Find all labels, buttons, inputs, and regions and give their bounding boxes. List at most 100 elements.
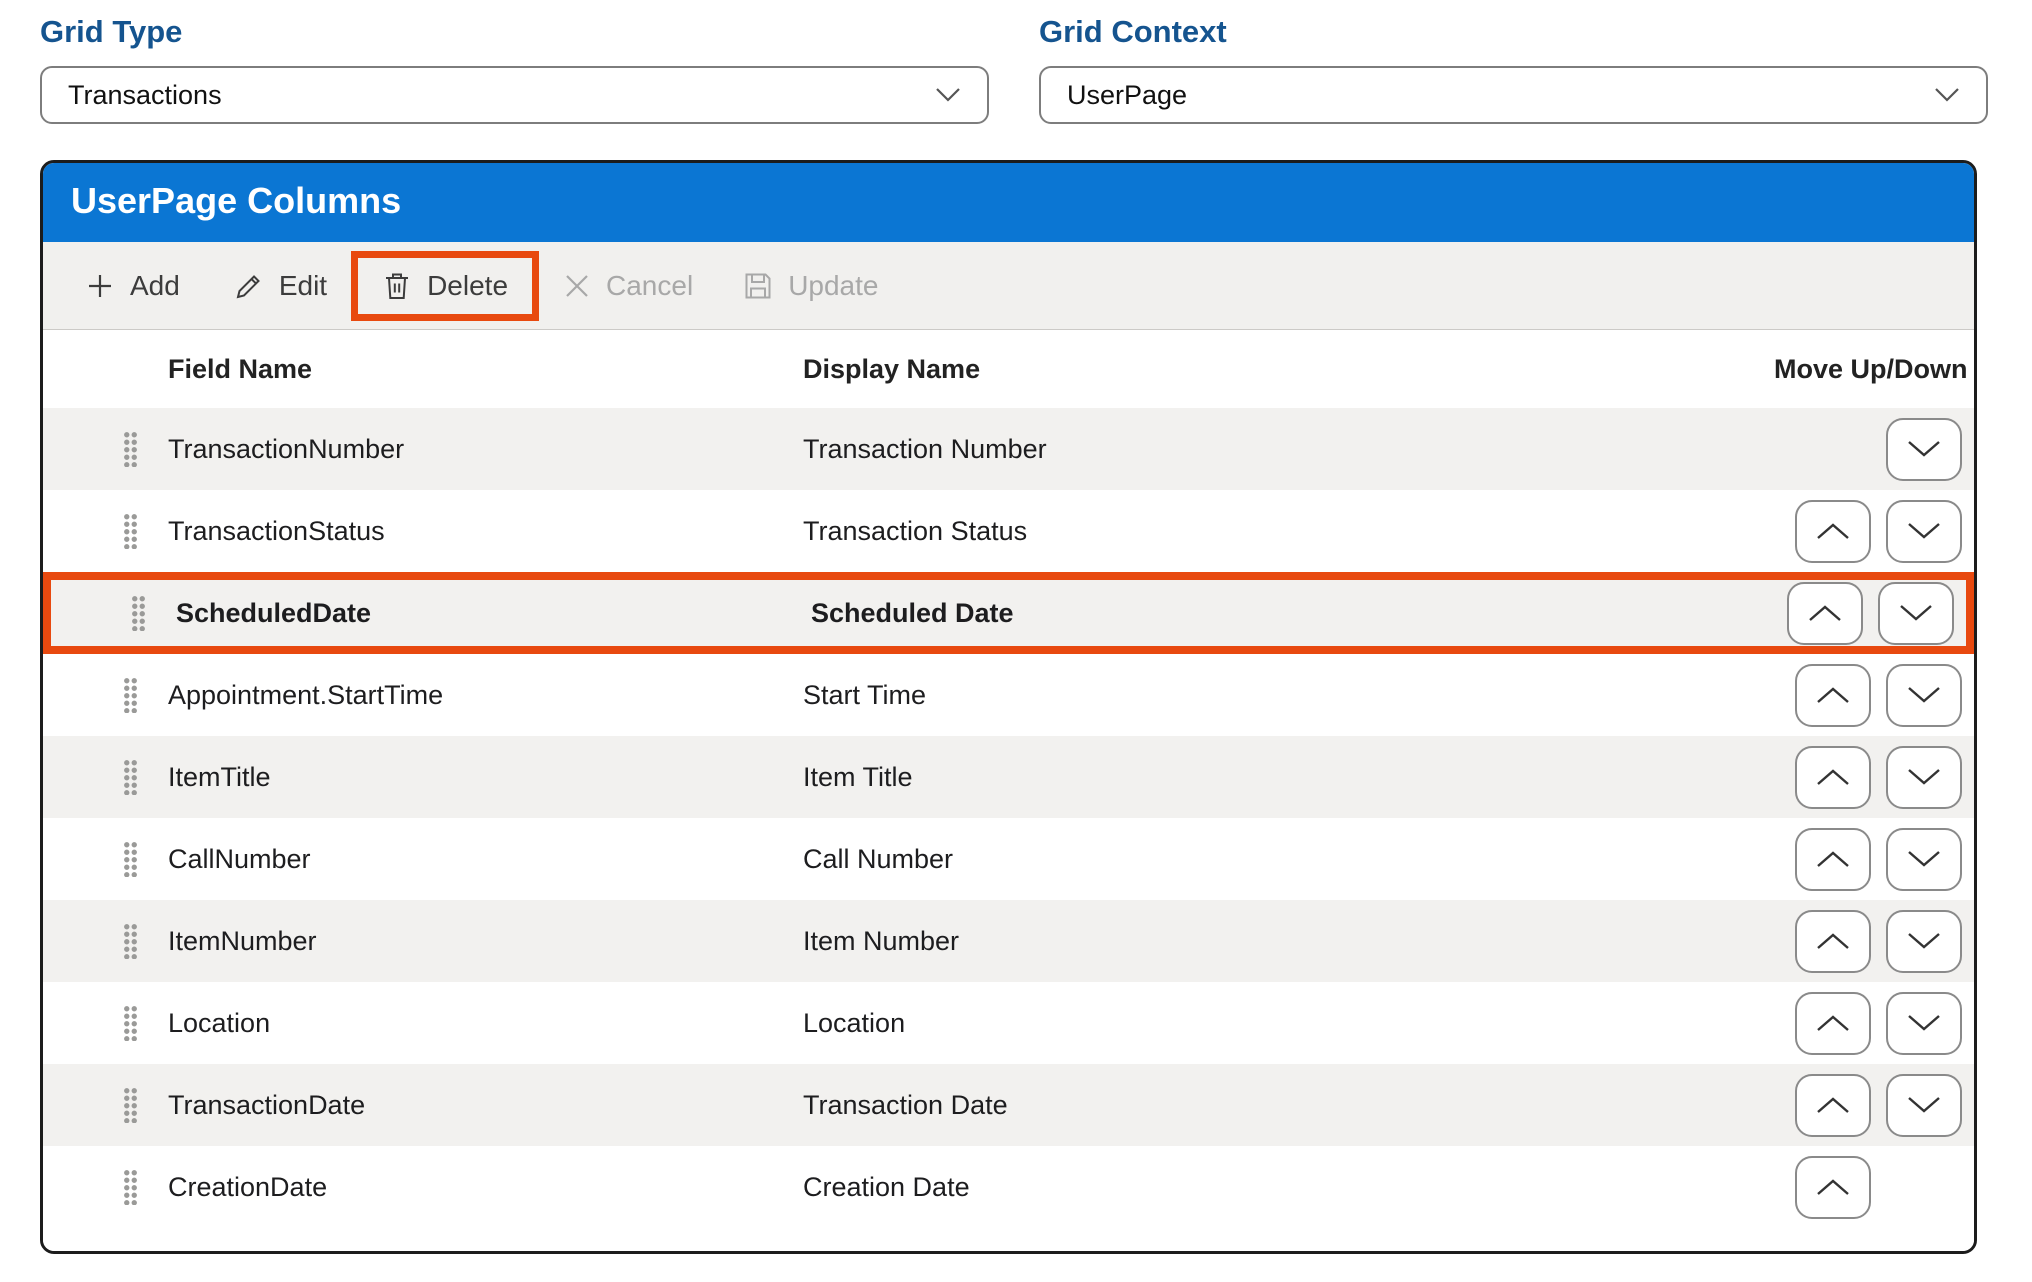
- drag-dots-icon[interactable]: [123, 677, 138, 713]
- table-row-appointment-starttime[interactable]: Appointment.StartTime Start Time: [43, 654, 1974, 736]
- table-row-itemtitle[interactable]: ItemTitle Item Title: [43, 736, 1974, 818]
- delete-button[interactable]: Delete: [364, 270, 526, 302]
- move-updown-header: Move Up/Down: [1774, 353, 1968, 384]
- display-name-cell: Item Title: [803, 761, 913, 792]
- cancel-button-label: Cancel: [606, 269, 694, 301]
- drag-dots-icon[interactable]: [123, 759, 138, 795]
- move-down-button[interactable]: [1886, 827, 1962, 891]
- trash-icon: [386, 273, 409, 299]
- chevron-down-icon: [1908, 933, 1940, 949]
- move-down-button[interactable]: [1878, 581, 1954, 645]
- move-up-button[interactable]: [1795, 1073, 1871, 1137]
- drag-dots-icon[interactable]: [123, 1005, 138, 1041]
- grid-context-select[interactable]: UserPage: [1039, 66, 1988, 124]
- move-up-button[interactable]: [1795, 909, 1871, 973]
- drag-dots-icon[interactable]: [123, 923, 138, 959]
- chevron-down-icon: [936, 88, 960, 102]
- delete-highlight-box: Delete: [351, 250, 540, 321]
- grid-context-value: UserPage: [1067, 79, 1188, 110]
- display-name-cell: Transaction Status: [803, 515, 1028, 546]
- move-up-button[interactable]: [1795, 745, 1871, 809]
- panel-title: UserPage Columns: [43, 163, 1974, 242]
- chevron-down-icon: [1908, 441, 1940, 457]
- move-down-button[interactable]: [1886, 1073, 1962, 1137]
- delete-button-label: Delete: [427, 269, 509, 301]
- field-name-cell: ItemNumber: [168, 925, 317, 956]
- chevron-down-icon: [1908, 851, 1940, 867]
- display-name-cell: Transaction Number: [803, 433, 1047, 464]
- chevron-down-icon: [1935, 88, 1959, 102]
- display-name-cell: Location: [803, 1007, 906, 1038]
- field-name-cell: ScheduledDate: [176, 597, 372, 628]
- drag-dots-icon[interactable]: [123, 1087, 138, 1123]
- drag-dots-icon[interactable]: [123, 513, 138, 549]
- table-row-callnumber[interactable]: CallNumber Call Number: [43, 818, 1974, 900]
- cancel-button[interactable]: Cancel: [545, 270, 711, 302]
- chevron-up-icon: [1809, 605, 1841, 621]
- grid-type-label: Grid Type: [40, 14, 183, 49]
- move-up-button[interactable]: [1795, 991, 1871, 1055]
- chevron-down-icon: [1908, 1097, 1940, 1113]
- table-row-transactionnumber[interactable]: TransactionNumber Transaction Number: [43, 408, 1974, 490]
- move-down-button[interactable]: [1886, 909, 1962, 973]
- field-name-cell: TransactionStatus: [168, 515, 385, 546]
- grid-type-select[interactable]: Transactions: [40, 66, 989, 124]
- field-name-header: Field Name: [168, 353, 313, 384]
- field-name-cell: CreationDate: [168, 1171, 328, 1202]
- chevron-down-icon: [1908, 523, 1940, 539]
- edit-button[interactable]: Edit: [216, 270, 345, 302]
- grid-context-field: Grid Context UserPage: [1039, 14, 1988, 124]
- table-row-scheduleddate-highlighted[interactable]: ScheduledDate Scheduled Date: [43, 572, 1974, 654]
- userpage-columns-panel: UserPage Columns Add Edit Delete Cancel: [40, 160, 1977, 1254]
- add-button[interactable]: Add: [67, 270, 198, 302]
- move-up-button[interactable]: [1795, 1155, 1871, 1219]
- table-row-transactionstatus[interactable]: TransactionStatus Transaction Status: [43, 490, 1974, 572]
- drag-dots-icon[interactable]: [131, 595, 146, 631]
- drag-dots-icon[interactable]: [123, 431, 138, 467]
- chevron-down-icon: [1900, 605, 1932, 621]
- chevron-up-icon: [1817, 687, 1849, 703]
- display-name-cell: Transaction Date: [803, 1089, 1008, 1120]
- move-up-button[interactable]: [1795, 499, 1871, 563]
- update-button-label: Update: [788, 269, 879, 301]
- add-button-label: Add: [130, 269, 180, 301]
- field-name-cell: TransactionDate: [168, 1089, 366, 1120]
- field-name-cell: CallNumber: [168, 843, 311, 874]
- move-down-button[interactable]: [1886, 745, 1962, 809]
- chevron-down-icon: [1908, 1015, 1940, 1031]
- chevron-up-icon: [1817, 1015, 1849, 1031]
- table-row-itemnumber[interactable]: ItemNumber Item Number: [43, 900, 1974, 982]
- toolbar: Add Edit Delete Cancel Update: [43, 242, 1974, 330]
- display-name-cell: Item Number: [803, 925, 960, 956]
- plus-icon: [89, 274, 111, 297]
- table-row-creationdate[interactable]: CreationDate Creation Date: [43, 1146, 1974, 1228]
- chevron-down-icon: [1908, 687, 1940, 703]
- edit-button-label: Edit: [278, 269, 328, 301]
- move-down-button[interactable]: [1886, 499, 1962, 563]
- chevron-up-icon: [1817, 769, 1849, 785]
- pencil-icon: [236, 274, 260, 298]
- table-row-location[interactable]: Location Location: [43, 982, 1974, 1064]
- drag-dots-icon[interactable]: [123, 841, 138, 877]
- move-down-button[interactable]: [1886, 991, 1962, 1055]
- table-row-transactiondate[interactable]: TransactionDate Transaction Date: [43, 1064, 1974, 1146]
- move-up-button[interactable]: [1787, 581, 1863, 645]
- move-down-button[interactable]: [1886, 663, 1962, 727]
- field-name-cell: Location: [168, 1007, 271, 1038]
- field-name-cell: TransactionNumber: [168, 433, 405, 464]
- chevron-down-icon: [1908, 769, 1940, 785]
- grid-context-label: Grid Context: [1039, 14, 1227, 49]
- field-name-cell: ItemTitle: [168, 761, 271, 792]
- chevron-up-icon: [1817, 523, 1849, 539]
- page: Grid Type Transactions Grid Context User…: [40, 14, 1988, 1254]
- panel-bottom-padding: [43, 1228, 1974, 1251]
- x-icon: [566, 274, 588, 297]
- update-button[interactable]: Update: [725, 270, 896, 302]
- field-name-cell: Appointment.StartTime: [168, 679, 444, 710]
- move-up-button[interactable]: [1795, 827, 1871, 891]
- drag-dots-icon[interactable]: [123, 1169, 138, 1205]
- move-up-button[interactable]: [1795, 663, 1871, 727]
- move-down-button[interactable]: [1886, 417, 1962, 481]
- chevron-up-icon: [1817, 1097, 1849, 1113]
- table-header-row: Field Name Display Name Move Up/Down: [43, 330, 1974, 408]
